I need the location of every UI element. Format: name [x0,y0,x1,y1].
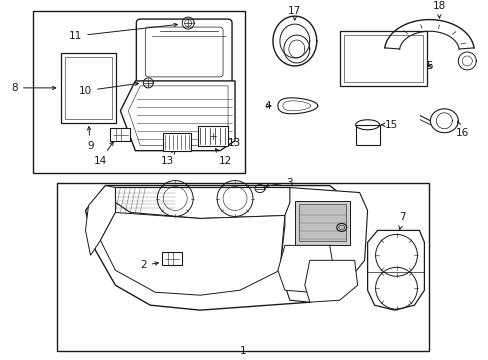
Text: 9: 9 [87,127,94,151]
Text: 7: 7 [398,212,405,229]
Text: 8: 8 [11,83,56,93]
Bar [64,57,112,119]
Bar [163,133,191,151]
Text: 15: 15 [381,120,397,130]
Text: 13: 13 [160,150,175,166]
Polygon shape [85,185,115,255]
Bar [162,252,182,265]
Text: 6: 6 [343,211,350,224]
Text: 10: 10 [79,82,138,96]
Polygon shape [120,81,235,151]
Polygon shape [100,212,285,295]
FancyBboxPatch shape [136,19,232,85]
Polygon shape [367,230,424,310]
Bar [298,204,345,242]
Text: 17: 17 [287,6,301,20]
Text: 13: 13 [216,137,241,148]
Text: 16: 16 [455,122,468,138]
Text: 4: 4 [264,101,271,111]
Text: 14: 14 [94,142,113,166]
Bar [355,125,379,145]
Text: 18: 18 [432,1,445,18]
Text: 11: 11 [69,23,177,41]
Polygon shape [304,260,357,302]
Text: 5: 5 [425,61,432,71]
Polygon shape [277,246,334,292]
Text: 2: 2 [140,260,158,270]
Bar [343,35,423,82]
Bar [61,53,116,123]
Polygon shape [115,188,309,219]
Polygon shape [279,188,367,302]
Text: 12: 12 [215,149,231,166]
Text: 3: 3 [265,177,293,188]
Text: 1: 1 [239,346,246,356]
Bar [33,11,244,172]
Bar [294,201,349,246]
Polygon shape [85,185,359,310]
Bar [110,128,130,141]
Bar [198,126,227,146]
Bar [339,31,427,86]
FancyBboxPatch shape [145,27,223,77]
Bar [57,183,428,351]
